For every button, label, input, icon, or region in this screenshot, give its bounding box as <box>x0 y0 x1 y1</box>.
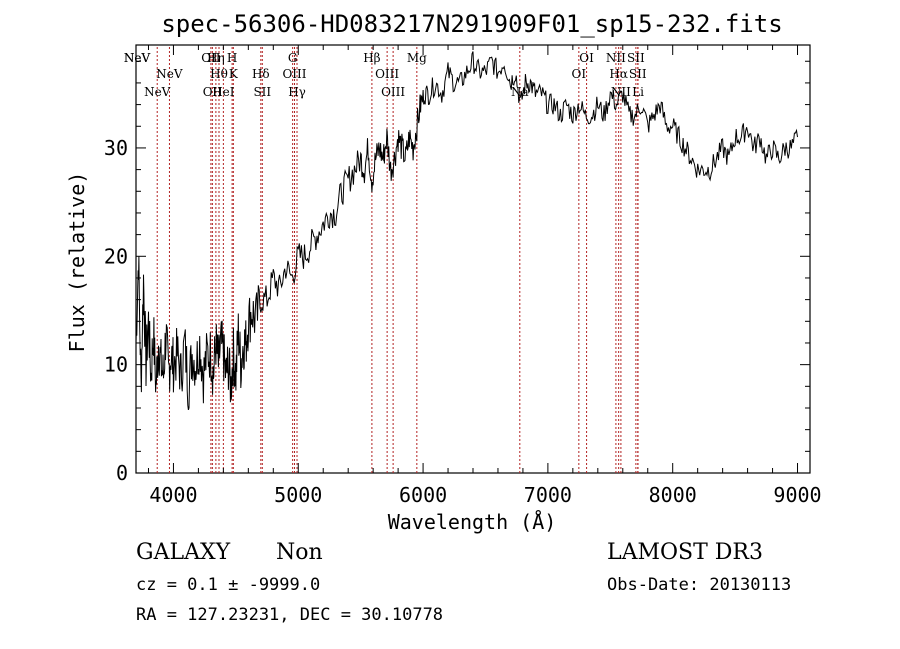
spectral-line-label: OIII <box>282 67 306 81</box>
spectral-line-label: K <box>229 67 239 81</box>
spectral-line-label: OI <box>572 67 587 81</box>
spectral-line-label: OII <box>203 85 223 99</box>
spectral-line-label: NII <box>606 51 626 65</box>
spectral-line-label: NeV <box>144 85 171 99</box>
spectral-line-label: NeV <box>124 51 151 65</box>
redshift-cz: cz = 0.1 ± -9999.0 <box>136 575 320 595</box>
spectral-line-label: OIII <box>375 67 399 81</box>
spectral-line-label: HeI <box>212 85 235 99</box>
x-tick-label: 5000 <box>274 483 322 507</box>
spectral-line-label: SII <box>253 85 271 99</box>
y-tick-label: 20 <box>104 244 128 268</box>
x-axis-label: Wavelength (Å) <box>388 510 557 534</box>
y-axis-label: Flux (relative) <box>65 172 89 353</box>
axis-ticks: 4000 5000 6000 7000 8000 9000 0 10 20 30 <box>104 45 822 507</box>
x-tick-label: 6000 <box>399 483 447 507</box>
spectral-line-label: G <box>288 51 298 65</box>
spectral-line-label: Hδ <box>252 67 270 81</box>
spectral-line-label: Mg <box>407 51 427 65</box>
x-tick-label: 9000 <box>773 483 821 507</box>
spectrum-line <box>135 51 798 411</box>
spectral-line-label: Hα <box>609 67 628 81</box>
spectral-line-label: NeV <box>124 51 151 65</box>
spectral-line-label: Hη <box>207 51 225 65</box>
survey-release: LAMOST DR3 <box>607 540 763 565</box>
spectral-line-label: OIII <box>381 85 405 99</box>
spectral-line-label: H <box>227 51 237 65</box>
y-tick-label: 30 <box>104 136 128 160</box>
spectral-line-label: Hγ <box>288 85 306 99</box>
x-tick-label: 4000 <box>149 483 197 507</box>
y-tick-label: 10 <box>104 353 128 377</box>
plot-frame <box>135 44 811 474</box>
chart-title: spec-56306-HD083217N291909F01_sp15-232.f… <box>161 10 782 38</box>
object-class: GALAXY <box>136 540 231 565</box>
spectral-line-markers <box>156 47 639 473</box>
subclass: Non <box>276 540 323 565</box>
y-tick-label: 0 <box>116 461 128 485</box>
spectral-line-label: OII <box>201 51 221 65</box>
spectral-line-label: Hθ <box>210 67 228 81</box>
spectral-line-label: SII <box>629 67 647 81</box>
spectral-line-label: Li <box>632 85 644 99</box>
spectral-line-label: Hβ <box>363 51 380 65</box>
coordinates: RA = 127.23231, DEC = 30.10778 <box>136 605 443 625</box>
spectral-line-label: OI <box>579 51 594 65</box>
x-tick-label: 8000 <box>649 483 697 507</box>
x-tick-label: 7000 <box>524 483 572 507</box>
spectral-line-label: SII <box>627 51 645 65</box>
spectral-line-label: NeV <box>156 67 183 81</box>
observation-date: Obs-Date: 20130113 <box>607 575 791 595</box>
